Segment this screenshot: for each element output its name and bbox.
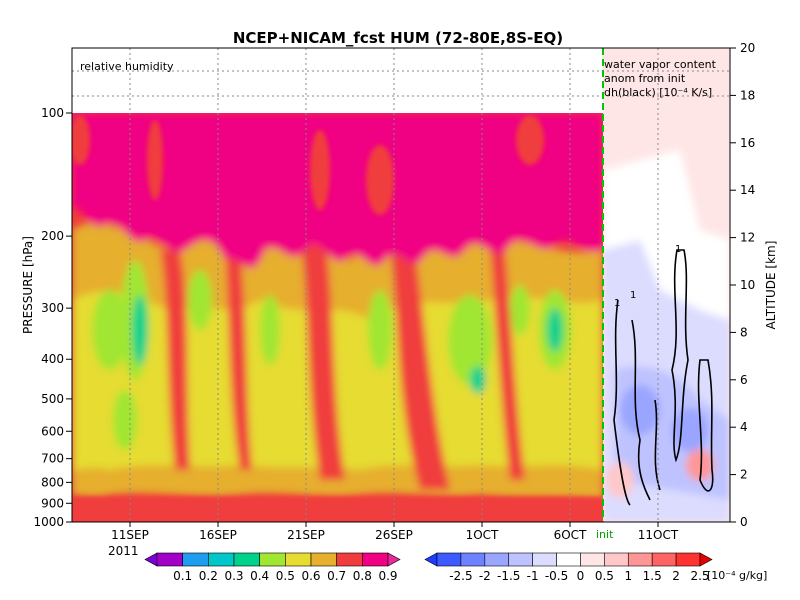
altitude-tick-label: 6 (740, 373, 748, 387)
colorbar-swatch (532, 552, 557, 567)
pressure-axis-title: PRESSURE [hPa] (21, 236, 35, 334)
colorbar-swatch (460, 552, 486, 567)
colorbar-cap-right (699, 552, 713, 567)
colorbar-swatch (580, 552, 605, 567)
x-tick-label: 26SEP (375, 528, 413, 542)
colorbar-label: 0.6 (301, 569, 320, 583)
colorbar-label: 2 (672, 569, 680, 583)
colorbar-swatch (556, 552, 581, 567)
pressure-tick-label: 1000 (33, 515, 64, 529)
x-tick-label: 1OCT (466, 528, 499, 542)
colorbar-label: 0.5 (595, 569, 614, 583)
colorbar-label: 0.2 (199, 569, 218, 583)
x-tick-label: 21SEP (287, 528, 325, 542)
anomaly-field (603, 48, 730, 522)
altitude-tick-label: 2 (740, 468, 748, 482)
altitude-tick-label: 4 (740, 420, 748, 434)
init-label: init (596, 528, 614, 541)
colorbar-swatch (285, 552, 312, 567)
left-panel-label: relative humidity (80, 60, 174, 73)
pressure-tick-label: 900 (41, 496, 64, 510)
colorbar-swatch (156, 552, 183, 567)
contour-label: 1 (630, 290, 636, 301)
altitude-axis-title: ALTITUDE [km] (764, 241, 778, 330)
colorbar-swatch (310, 552, 337, 567)
x-tick-label: 6OCT (554, 528, 587, 542)
altitude-tick-label: 8 (740, 325, 748, 339)
right-panel-label: water vapor content anom from init dh(bl… (604, 58, 717, 99)
colorbar-swatch (508, 552, 533, 567)
grid-lines (72, 48, 730, 522)
colorbar-label: 0.4 (250, 569, 269, 583)
contour-label: 1 (675, 244, 681, 255)
colorbar-label: 0.3 (224, 569, 243, 583)
chart-title: NCEP+NICAM_fcst HUM (72-80E,8S-EQ) (233, 29, 563, 47)
colorbar-label: 0.8 (353, 569, 372, 583)
altitude-tick-label: 10 (740, 278, 755, 292)
colorbar-swatch (259, 552, 286, 567)
right-panel-label-line-2: anom from init (604, 72, 686, 85)
contour-label: 1 (614, 298, 620, 309)
colorbar-label: -2.5 (449, 569, 472, 583)
colorbar-swatch (484, 552, 510, 567)
colorbar-swatch (233, 552, 260, 567)
altitude-tick-label: 14 (740, 183, 755, 197)
colorbar-label: 0 (577, 569, 585, 583)
rh-colorbar: 0.1 0.2 0.3 0.4 0.5 0.6 0.7 0.8 0.9 (144, 552, 401, 583)
colorbar-swatch (336, 552, 363, 567)
colorbar-label: 0.1 (173, 569, 192, 583)
colorbar-swatch (675, 552, 701, 567)
altitude-tick-label: 18 (740, 88, 755, 102)
pressure-tick-label: 500 (41, 392, 64, 406)
colorbar-label: 0.5 (276, 569, 295, 583)
pressure-axis: 100 200 300 400 500 600 700 800 900 1000 (33, 106, 72, 529)
colorbar-cap-left (424, 552, 438, 567)
pressure-tick-label: 600 (41, 424, 64, 438)
colorbar-label: -1 (527, 569, 539, 583)
colorbar-cap-left (144, 552, 158, 567)
pressure-tick-label: 400 (41, 352, 64, 366)
contour-labels: 1 1 1 (614, 244, 681, 309)
colorbar-label: -0.5 (545, 569, 568, 583)
colorbar-label: -1.5 (497, 569, 520, 583)
pressure-tick-label: 200 (41, 229, 64, 243)
altitude-tick-label: 20 (740, 41, 755, 55)
colorbar-label: 0.7 (327, 569, 346, 583)
colorbar-swatch (651, 552, 677, 567)
colorbar-swatch (604, 552, 629, 567)
altitude-tick-label: 16 (740, 136, 755, 150)
year-label: 2011 (108, 544, 139, 558)
colorbar-swatch (208, 552, 235, 567)
x-axis: 11SEP 16SEP 21SEP 26SEP 1OCT 6OCT 11OCT (111, 522, 679, 542)
colorbar-swatch (182, 552, 209, 567)
pressure-tick-label: 800 (41, 475, 64, 489)
anomaly-unit-label: [10⁻⁴ g/kg] (707, 569, 767, 582)
pressure-tick-label: 700 (41, 452, 64, 466)
left-header-band (72, 48, 603, 113)
rh-field (72, 113, 603, 522)
colorbar-cap-right (387, 552, 401, 567)
altitude-tick-label: 0 (740, 515, 748, 529)
colorbar-swatch (436, 552, 462, 567)
colorbar-label: 1 (624, 569, 632, 583)
altitude-tick-label: 12 (740, 231, 755, 245)
anomaly-colorbar: -2.5 -2 -1.5 -1 -0.5 0 0.5 1 1.5 2 2.5 (424, 552, 713, 583)
colorbar-swatch (362, 552, 389, 567)
right-panel-label-line-1: water vapor content (604, 58, 717, 71)
colorbar-label: 2.5 (690, 569, 709, 583)
x-tick-label: 11OCT (638, 528, 679, 542)
colorbar-label: 1.5 (643, 569, 662, 583)
x-tick-label: 11SEP (111, 528, 149, 542)
pressure-tick-label: 100 (41, 106, 64, 120)
altitude-axis: 0 2 4 6 8 10 12 14 16 18 20 (730, 41, 755, 529)
pressure-tick-label: 300 (41, 301, 64, 315)
colorbar-label: 0.9 (378, 569, 397, 583)
colorbar-label: -2 (479, 569, 491, 583)
colorbar-swatch (627, 552, 653, 567)
right-panel-label-line-3: dh(black) [10⁻⁴ K/s] (604, 86, 712, 99)
x-tick-label: 16SEP (199, 528, 237, 542)
